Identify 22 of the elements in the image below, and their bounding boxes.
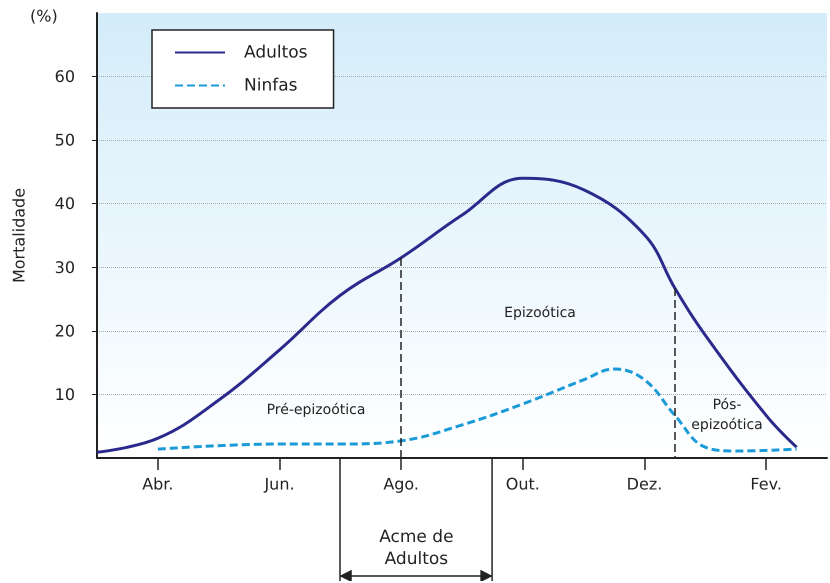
- x-tick-label: Ago.: [383, 474, 420, 494]
- y-tick-label: 30: [54, 258, 75, 277]
- annotation: Pré-epizoótica: [266, 402, 366, 418]
- annotation: Epizoótica: [504, 305, 576, 321]
- text: Acme de Adultos: [378, 526, 455, 570]
- x-tick-label: Fev.: [750, 474, 782, 494]
- y-tick-label: 40: [54, 194, 75, 214]
- y-tick-label: 50: [54, 130, 75, 150]
- x-tick-label: Out.: [506, 474, 540, 494]
- y-axis-title: Mortalidade: [10, 188, 28, 284]
- annotation: Pós- epizoótica: [691, 397, 763, 433]
- x-tick-label: Jun.: [263, 474, 295, 494]
- legend-label: Ninfas: [244, 76, 298, 96]
- line-series: [156, 368, 798, 453]
- y-tick-label: 60: [54, 67, 75, 86]
- text: (%): [30, 6, 58, 26]
- y-tick-label: 10: [54, 384, 75, 404]
- legend-label: Adultos: [244, 42, 308, 62]
- x-tick-label: Abr.: [142, 474, 174, 494]
- x-tick-label: Dez.: [626, 474, 662, 494]
- line-series: [96, 176, 798, 454]
- y-tick-label: 20: [54, 321, 75, 340]
